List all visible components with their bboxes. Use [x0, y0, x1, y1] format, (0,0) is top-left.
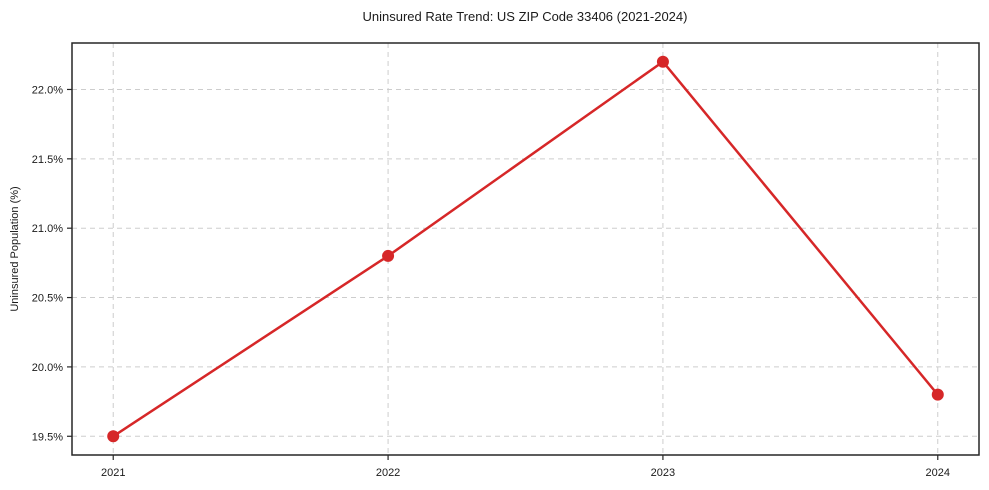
y-tick-label: 20.0%: [32, 362, 63, 374]
x-tick-label: 2022: [376, 467, 400, 479]
y-tick-label: 19.5%: [32, 431, 63, 443]
axis-ticks: [67, 88, 939, 460]
trend-line-series: [107, 55, 944, 443]
data-point-marker: [656, 55, 669, 68]
chart-title: Uninsured Rate Trend: US ZIP Code 33406 …: [363, 9, 688, 24]
y-tick-label: 21.0%: [32, 223, 63, 235]
y-tick-label: 20.5%: [32, 293, 63, 305]
plot-border: [71, 42, 980, 456]
x-tick-label: 2021: [101, 467, 125, 479]
y-tick-label: 22.0%: [32, 84, 63, 96]
y-axis-label: Uninsured Population (%): [9, 186, 21, 311]
x-tick-label: 2024: [926, 467, 950, 479]
data-point-marker: [107, 430, 120, 443]
x-tick-label: 2023: [651, 467, 675, 479]
data-point-marker: [382, 249, 395, 262]
y-tick-label: 21.5%: [32, 154, 63, 166]
y-axis-tick-labels: 19.5% 20.0% 20.5% 21.0% 21.5% 22.0%: [32, 84, 63, 443]
x-axis-tick-labels: 2021 2022 2023 2024: [101, 467, 950, 479]
trend-line: [112, 60, 939, 438]
gridlines: [72, 43, 979, 455]
data-point-marker: [931, 388, 944, 401]
